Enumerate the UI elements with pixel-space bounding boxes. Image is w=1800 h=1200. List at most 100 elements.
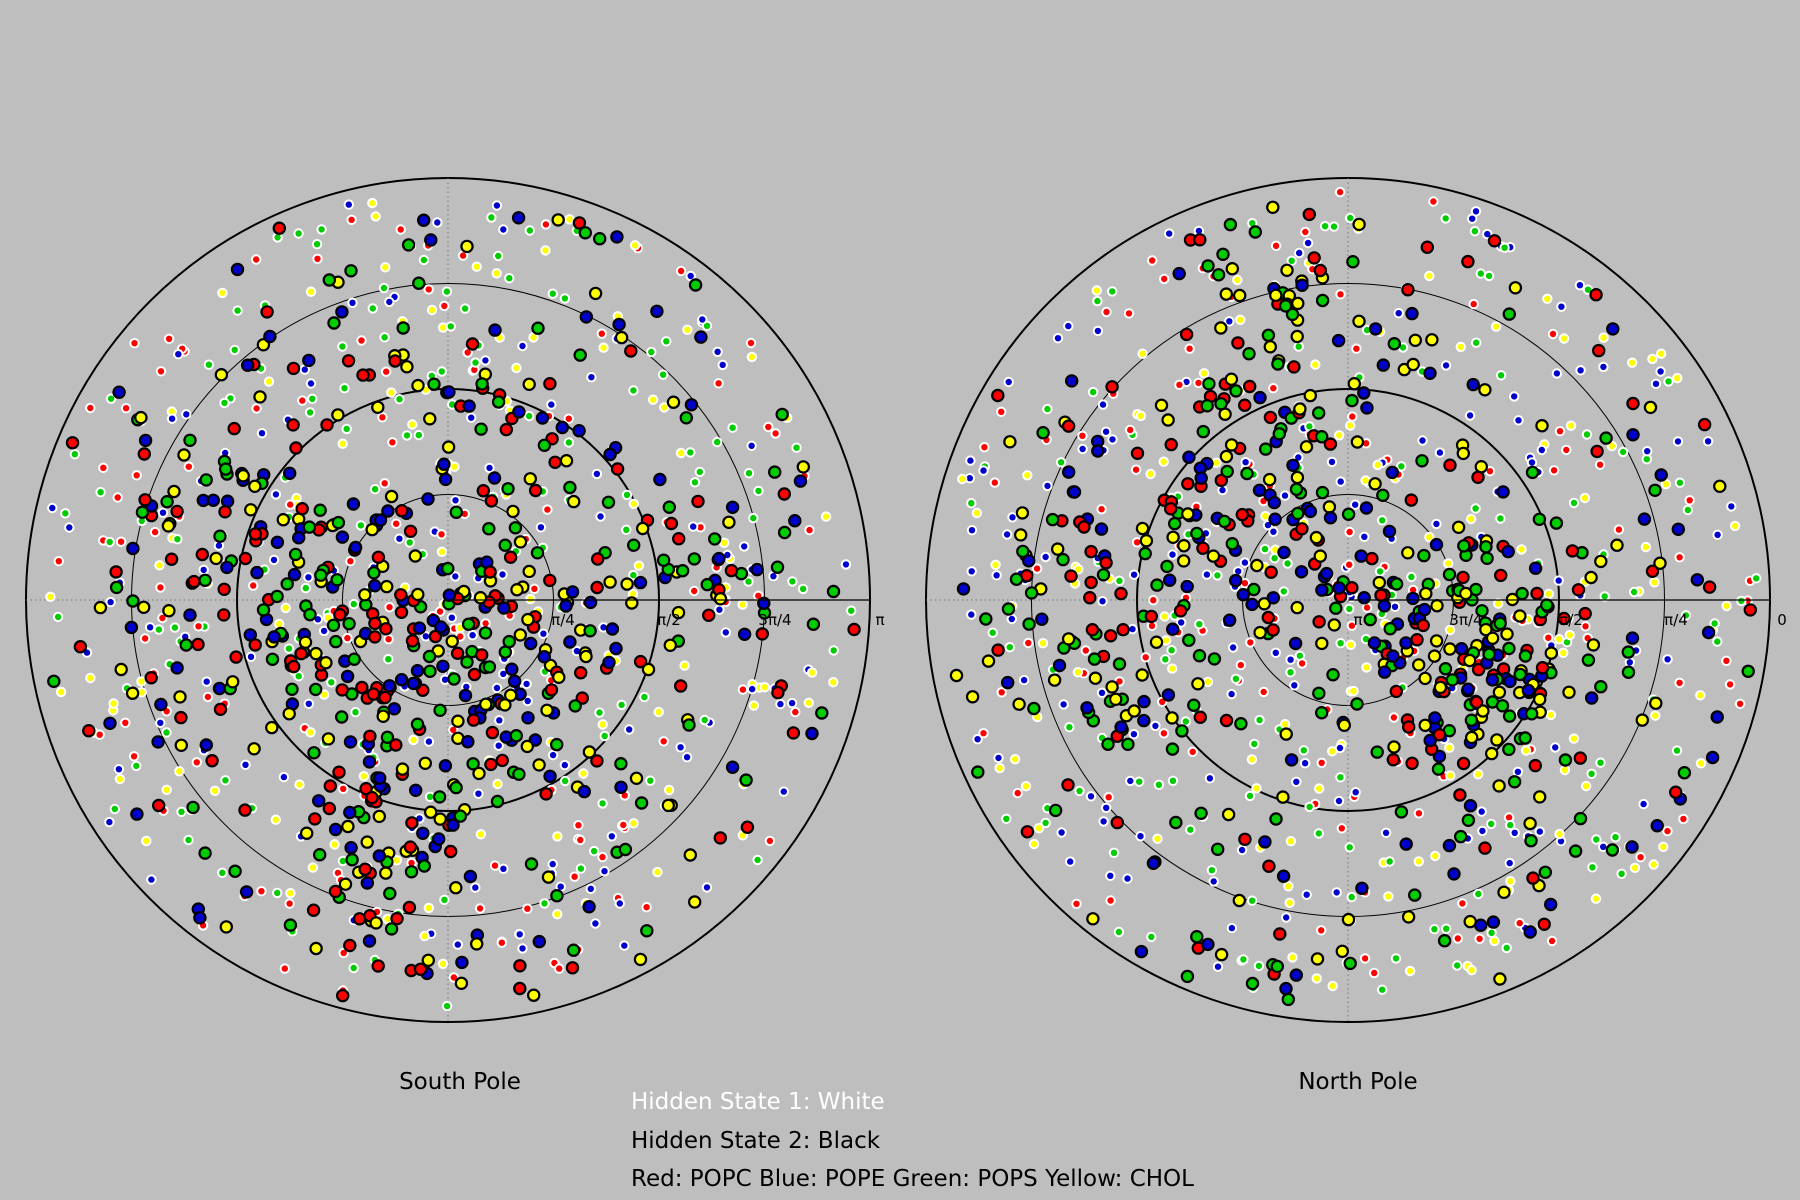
data-point-hidden-state-1 — [1575, 365, 1586, 376]
data-point-hidden-state-1 — [547, 288, 558, 299]
data-point-hidden-state-1 — [1482, 228, 1493, 240]
data-point-hidden-state-2 — [603, 575, 617, 589]
data-point-hidden-state-2 — [238, 803, 252, 817]
data-point-hidden-state-2 — [460, 655, 474, 669]
data-point-hidden-state-1 — [1610, 832, 1621, 843]
data-point-hidden-state-2 — [1405, 306, 1419, 321]
data-point-hidden-state-2 — [1407, 888, 1422, 902]
data-point-hidden-state-2 — [408, 549, 422, 563]
data-point-hidden-state-2 — [1269, 812, 1283, 826]
data-point-hidden-state-2 — [265, 652, 280, 667]
data-point-hidden-state-2 — [1469, 695, 1484, 710]
data-point-hidden-state-2 — [1471, 470, 1485, 484]
data-point-hidden-state-1 — [473, 788, 484, 799]
data-point-hidden-state-2 — [605, 622, 620, 636]
data-point-hidden-state-2 — [1401, 283, 1415, 297]
data-point-hidden-state-2 — [1368, 477, 1382, 491]
data-point-hidden-state-2 — [1521, 683, 1536, 698]
data-point-hidden-state-2 — [524, 857, 539, 871]
data-point-hidden-state-1 — [559, 775, 571, 787]
data-point-hidden-state-1 — [183, 461, 195, 472]
data-point-hidden-state-1 — [104, 816, 115, 828]
data-point-hidden-state-2 — [1187, 698, 1201, 712]
data-point-hidden-state-1 — [1709, 618, 1720, 629]
data-point-hidden-state-1 — [633, 560, 645, 571]
data-point-hidden-state-1 — [659, 402, 670, 413]
data-point-hidden-state-1 — [163, 333, 175, 344]
data-point-hidden-state-2 — [220, 560, 234, 575]
data-point-hidden-state-2 — [173, 690, 187, 704]
data-point-hidden-state-2 — [1211, 268, 1226, 282]
data-point-hidden-state-2 — [1290, 470, 1305, 485]
data-point-hidden-state-2 — [1130, 446, 1145, 460]
data-point-hidden-state-1 — [1160, 635, 1172, 646]
data-point-hidden-state-1 — [1300, 226, 1311, 238]
data-point-hidden-state-2 — [633, 952, 648, 967]
data-point-hidden-state-2 — [1573, 751, 1588, 765]
data-point-hidden-state-2 — [1418, 671, 1432, 686]
data-point-hidden-state-2 — [1525, 465, 1540, 480]
data-point-hidden-state-2 — [227, 421, 241, 436]
data-point-hidden-state-2 — [344, 264, 358, 278]
data-point-hidden-state-2 — [395, 504, 409, 518]
data-point-hidden-state-1 — [1055, 457, 1067, 468]
data-point-hidden-state-2 — [1134, 944, 1149, 959]
data-point-hidden-state-2 — [1216, 247, 1230, 261]
data-point-hidden-state-2 — [403, 840, 418, 854]
data-point-hidden-state-2 — [1144, 609, 1159, 624]
data-point-hidden-state-2 — [427, 377, 441, 391]
data-point-hidden-state-1 — [1152, 833, 1163, 844]
data-point-hidden-state-2 — [405, 634, 420, 648]
data-point-hidden-state-2 — [441, 440, 456, 454]
data-point-hidden-state-1 — [535, 522, 547, 533]
data-point-hidden-state-2 — [373, 771, 387, 785]
data-point-hidden-state-2 — [363, 729, 377, 744]
data-point-hidden-state-2 — [1671, 522, 1686, 537]
data-point-hidden-state-1 — [697, 314, 708, 325]
data-point-hidden-state-2 — [1507, 775, 1522, 789]
data-point-hidden-state-1 — [517, 340, 528, 352]
data-point-hidden-state-1 — [1296, 658, 1308, 669]
data-point-hidden-state-1 — [348, 962, 359, 974]
data-point-hidden-state-2 — [286, 361, 301, 376]
data-point-hidden-state-2 — [1194, 806, 1208, 821]
data-point-hidden-state-1 — [251, 254, 262, 265]
data-point-hidden-state-1 — [1505, 876, 1516, 887]
data-point-hidden-state-2 — [1668, 785, 1683, 799]
data-point-hidden-state-2 — [327, 316, 341, 330]
data-point-hidden-state-2 — [1214, 947, 1229, 962]
data-point-hidden-state-2 — [1431, 762, 1446, 776]
data-point-hidden-state-2 — [1220, 464, 1234, 479]
south-pole-title: South Pole — [399, 1069, 521, 1095]
data-point-hidden-state-2 — [777, 525, 792, 540]
data-point-hidden-state-2 — [1135, 668, 1149, 682]
data-point-hidden-state-1 — [1065, 856, 1076, 867]
data-point-hidden-state-2 — [1377, 665, 1392, 679]
data-point-hidden-state-2 — [565, 585, 580, 599]
data-point-hidden-state-2 — [1411, 658, 1426, 672]
data-point-hidden-state-2 — [432, 832, 446, 846]
data-point-hidden-state-2 — [612, 317, 626, 332]
data-point-hidden-state-1 — [1674, 552, 1685, 563]
data-point-hidden-state-2 — [365, 790, 379, 805]
data-point-hidden-state-2 — [679, 411, 694, 425]
data-point-hidden-state-2 — [1138, 546, 1152, 561]
data-point-hidden-state-1 — [1559, 764, 1571, 776]
data-point-hidden-state-1 — [1580, 780, 1592, 792]
data-point-hidden-state-1 — [524, 410, 535, 422]
data-point-hidden-state-2 — [1485, 631, 1500, 645]
data-point-hidden-state-2 — [1649, 696, 1663, 710]
data-point-hidden-state-2 — [1493, 568, 1508, 583]
data-point-hidden-state-2 — [591, 552, 605, 566]
data-point-hidden-state-2 — [1014, 528, 1028, 542]
data-point-hidden-state-2 — [815, 706, 829, 720]
data-point-hidden-state-1 — [957, 473, 968, 485]
data-point-hidden-state-1 — [747, 683, 758, 695]
data-point-hidden-state-1 — [546, 399, 557, 410]
data-point-hidden-state-2 — [1172, 266, 1186, 281]
data-point-hidden-state-1 — [1413, 808, 1425, 819]
data-point-hidden-state-2 — [240, 358, 255, 372]
data-point-hidden-state-1 — [1663, 376, 1674, 387]
data-point-hidden-state-1 — [1077, 430, 1088, 441]
data-point-hidden-state-1 — [1236, 844, 1248, 856]
